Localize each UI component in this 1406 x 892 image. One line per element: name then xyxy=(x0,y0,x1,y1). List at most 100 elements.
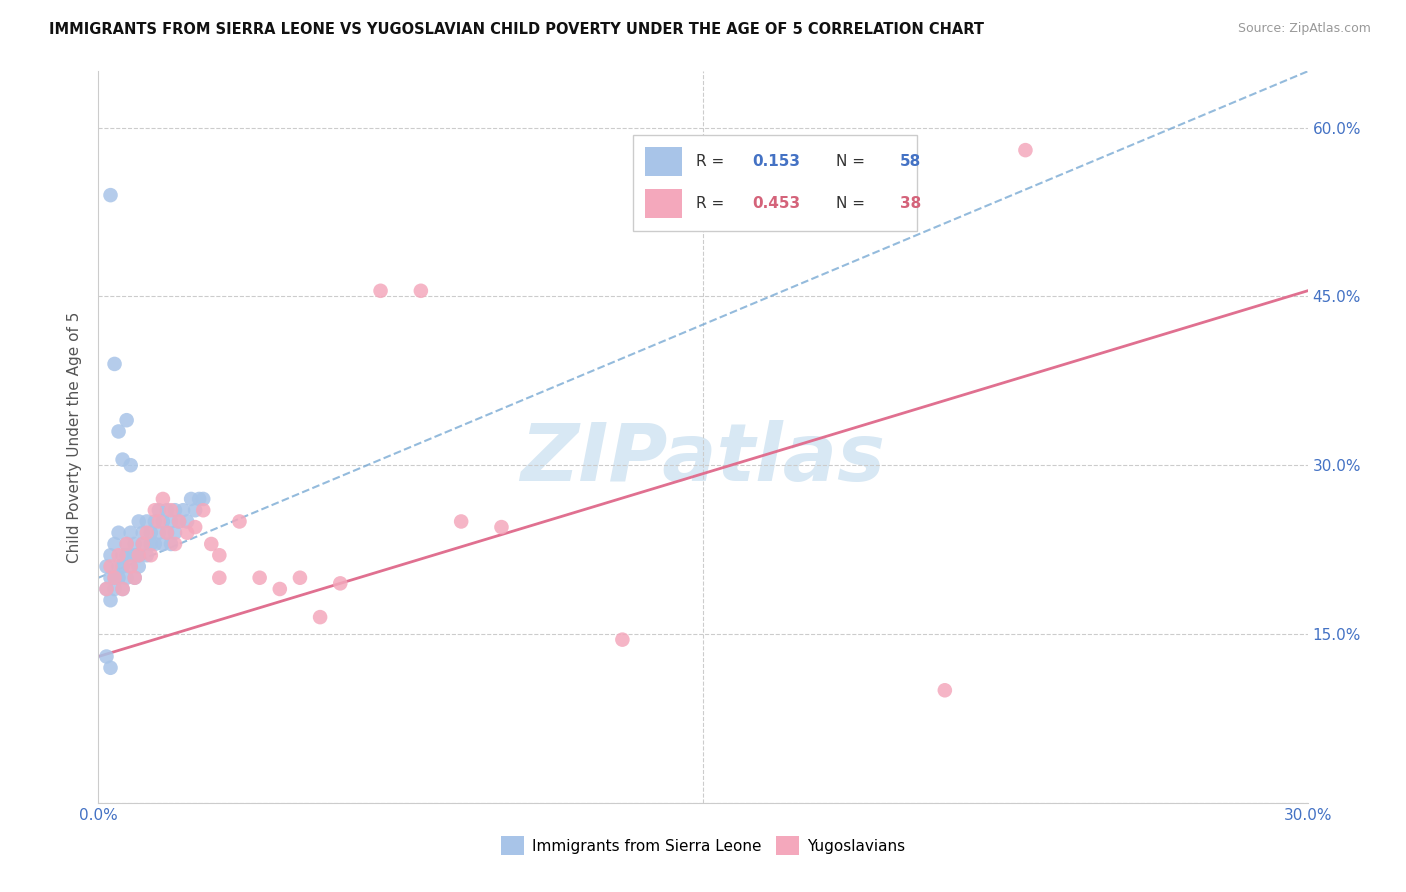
Point xyxy=(163,525,186,540)
Text: R =: R = xyxy=(696,154,728,169)
Point xyxy=(139,537,162,551)
Point xyxy=(107,548,129,562)
Point xyxy=(309,610,332,624)
Point xyxy=(370,284,392,298)
Point xyxy=(249,571,271,585)
Point xyxy=(111,559,134,574)
Text: ZIPatlas: ZIPatlas xyxy=(520,420,886,498)
Point xyxy=(115,537,138,551)
Point xyxy=(167,515,190,529)
Point xyxy=(156,503,179,517)
Point xyxy=(103,571,125,585)
Point xyxy=(491,520,513,534)
Text: 38: 38 xyxy=(900,196,921,211)
Point xyxy=(111,548,134,562)
Point xyxy=(160,503,183,517)
Point xyxy=(160,515,183,529)
Point xyxy=(143,503,166,517)
Point xyxy=(111,582,134,596)
Point xyxy=(269,582,291,596)
Point xyxy=(208,548,231,562)
Point xyxy=(120,458,142,473)
Point xyxy=(124,571,146,585)
Text: Source: ZipAtlas.com: Source: ZipAtlas.com xyxy=(1237,22,1371,36)
Point xyxy=(135,515,157,529)
Point xyxy=(115,571,138,585)
Point xyxy=(208,571,231,585)
Point xyxy=(193,503,215,517)
Point xyxy=(188,491,211,506)
Point xyxy=(124,548,146,562)
Point xyxy=(160,537,183,551)
Point xyxy=(103,582,125,596)
Point xyxy=(107,525,129,540)
Point xyxy=(96,582,118,596)
Point xyxy=(163,503,186,517)
Point xyxy=(156,525,179,540)
Text: 0.153: 0.153 xyxy=(752,154,800,169)
Text: 0.453: 0.453 xyxy=(752,196,800,211)
Point xyxy=(148,515,170,529)
Point xyxy=(135,525,157,540)
Point xyxy=(111,452,134,467)
Point xyxy=(111,582,134,596)
Point xyxy=(184,503,207,517)
Point xyxy=(132,537,155,551)
Text: IMMIGRANTS FROM SIERRA LEONE VS YUGOSLAVIAN CHILD POVERTY UNDER THE AGE OF 5 COR: IMMIGRANTS FROM SIERRA LEONE VS YUGOSLAV… xyxy=(49,22,984,37)
Point xyxy=(107,571,129,585)
Point xyxy=(135,548,157,562)
Point xyxy=(120,525,142,540)
Point xyxy=(100,188,122,202)
Point xyxy=(176,515,198,529)
Point xyxy=(152,515,174,529)
FancyBboxPatch shape xyxy=(633,135,917,231)
Point xyxy=(103,537,125,551)
Point xyxy=(148,503,170,517)
Point xyxy=(107,425,129,439)
Point xyxy=(934,683,956,698)
FancyBboxPatch shape xyxy=(645,189,682,219)
Text: R =: R = xyxy=(696,196,728,211)
Point xyxy=(100,559,122,574)
Point xyxy=(200,537,222,551)
Point xyxy=(156,525,179,540)
Point xyxy=(184,520,207,534)
Point xyxy=(115,537,138,551)
Point xyxy=(115,548,138,562)
Point xyxy=(124,571,146,585)
Point xyxy=(612,632,634,647)
Point xyxy=(228,515,250,529)
Point xyxy=(180,491,202,506)
Point xyxy=(103,357,125,371)
Point xyxy=(1014,143,1036,157)
Point xyxy=(176,525,198,540)
Point xyxy=(152,491,174,506)
Text: N =: N = xyxy=(837,196,870,211)
Point xyxy=(139,548,162,562)
Point xyxy=(96,559,118,574)
Point xyxy=(139,525,162,540)
Point xyxy=(288,571,311,585)
Point xyxy=(148,525,170,540)
Text: N =: N = xyxy=(837,154,870,169)
Point xyxy=(107,559,129,574)
Point xyxy=(132,537,155,551)
Point xyxy=(96,649,118,664)
Point xyxy=(120,559,142,574)
Point xyxy=(100,548,122,562)
Point xyxy=(167,515,190,529)
Point xyxy=(100,661,122,675)
Point xyxy=(124,537,146,551)
Point xyxy=(143,537,166,551)
Point xyxy=(100,571,122,585)
Point xyxy=(128,559,150,574)
Point xyxy=(163,537,186,551)
Text: 58: 58 xyxy=(900,154,921,169)
Point xyxy=(172,503,194,517)
Point xyxy=(100,593,122,607)
Point xyxy=(329,576,352,591)
Y-axis label: Child Poverty Under the Age of 5: Child Poverty Under the Age of 5 xyxy=(67,311,83,563)
Point xyxy=(96,582,118,596)
Point xyxy=(128,515,150,529)
Point xyxy=(409,284,432,298)
